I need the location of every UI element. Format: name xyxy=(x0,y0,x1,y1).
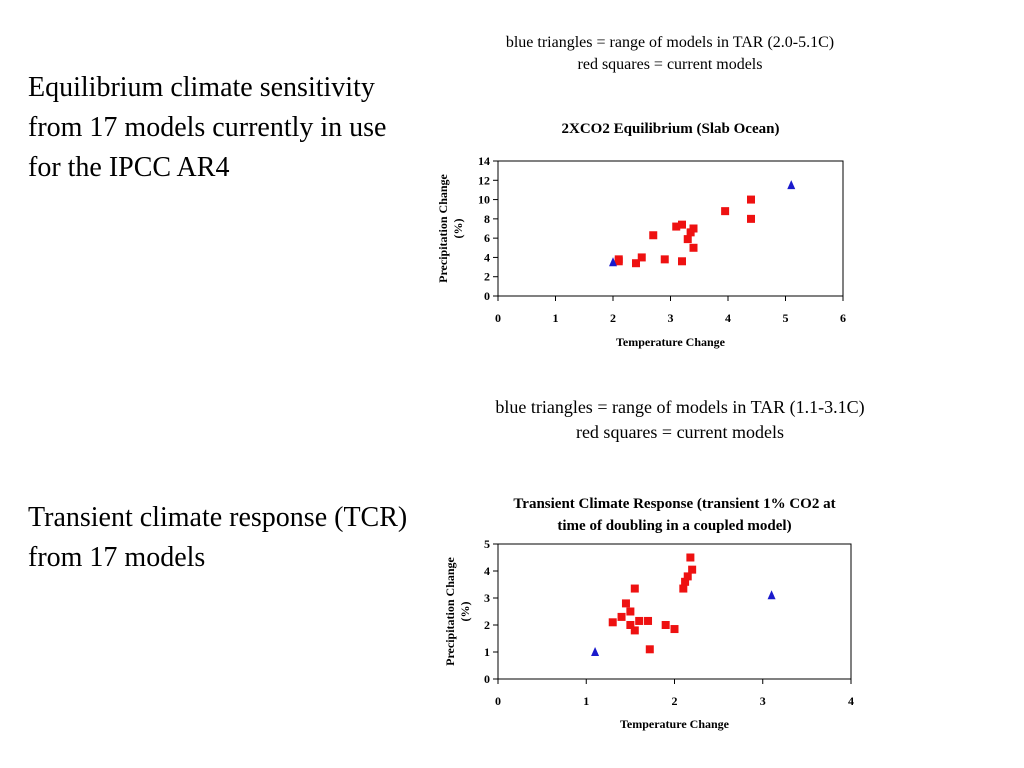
eq-red-square-point xyxy=(632,259,640,268)
eq-red-square-point xyxy=(689,224,698,233)
tcr-blue-triangle-point xyxy=(767,590,776,600)
tcr-chart-title-line-1: Transient Climate Response (transient 1%… xyxy=(513,496,835,512)
tcr-red-square-point xyxy=(630,584,639,593)
eq-red-square-point xyxy=(689,243,698,252)
eq-y-tick-label: 14 xyxy=(478,154,490,168)
tcr-y-tick-label: 0 xyxy=(484,672,490,686)
tcr-red-square-point xyxy=(630,626,639,635)
tcr-y-axis-label-line-1: Precipitation Change xyxy=(443,556,457,665)
chart-1-caption-line-1: blue triangles = range of models in TAR … xyxy=(505,34,835,51)
tcr-red-square-point xyxy=(661,621,670,629)
transient-response-text: Transient climate response (TCR) from 17… xyxy=(28,502,408,573)
eq-y-axis-label-line-2: (%) xyxy=(451,219,465,239)
tcr-plot-frame xyxy=(497,543,852,680)
tcr-y-tick-label: 3 xyxy=(484,591,490,605)
eq-y-tick-label: 6 xyxy=(484,231,490,245)
chart-2-caption: blue triangles = range of models in TAR … xyxy=(420,395,940,445)
tcr-red-square-point xyxy=(626,621,635,629)
tcr-y-tick-label: 1 xyxy=(484,645,490,659)
eq-y-tick-label: 0 xyxy=(484,289,490,303)
tcr-x-tick-label: 0 xyxy=(495,694,501,708)
tcr-x-tick-label: 4 xyxy=(848,694,854,708)
eq-red-square-point xyxy=(678,257,686,266)
eq-red-square-point xyxy=(683,235,692,244)
eq-blue-triangle-point xyxy=(787,180,796,190)
tcr-red-square-point xyxy=(626,607,635,616)
chart-2-caption-line-2: red squares = current models xyxy=(575,422,785,442)
eq-y-tick-label: 10 xyxy=(478,193,490,207)
eq-red-square-point xyxy=(721,207,730,216)
eq-x-tick-label: 1 xyxy=(553,311,559,325)
eq-x-tick-label: 2 xyxy=(610,311,616,325)
tcr-red-square-point xyxy=(686,553,695,562)
eq-x-tick-label: 5 xyxy=(783,311,789,325)
chart-1-caption-line-2: red squares = current models xyxy=(577,56,763,73)
tcr-x-tick-label: 3 xyxy=(760,694,766,708)
tcr-red-square-point xyxy=(645,645,654,654)
eq-x-tick-label: 6 xyxy=(840,311,846,325)
tcr-x-tick-label: 1 xyxy=(583,694,589,708)
tcr-y-tick-label: 2 xyxy=(484,618,490,632)
tcr-red-square-point xyxy=(681,577,690,586)
eq-red-square-point xyxy=(747,195,755,204)
eq-y-tick-label: 2 xyxy=(484,270,490,284)
eq-y-tick-label: 8 xyxy=(484,212,490,226)
tcr-chart-title-line-2: time of doubling in a coupled model) xyxy=(557,518,791,534)
eq-red-square-point xyxy=(678,220,686,229)
tcr-red-square-point xyxy=(635,616,644,625)
eq-x-tick-label: 4 xyxy=(725,311,731,325)
tcr-red-square-point xyxy=(608,618,617,627)
tcr-y-tick-label: 4 xyxy=(484,564,490,578)
eq-red-square-point xyxy=(614,257,623,266)
tcr-y-axis-label-line-2: (%) xyxy=(458,602,472,622)
tcr-y-tick-label: 5 xyxy=(484,537,490,551)
tcr-red-square-point xyxy=(670,625,679,634)
tcr-red-square-point xyxy=(688,565,697,574)
eq-x-axis-label: Temperature Change xyxy=(616,335,726,349)
tcr-x-axis-label: Temperature Change xyxy=(620,717,730,731)
eq-x-tick-label: 0 xyxy=(495,311,501,325)
tcr-red-square-point xyxy=(621,599,630,608)
chart-1-caption: blue triangles = range of models in TAR … xyxy=(440,32,900,76)
eq-red-square-point xyxy=(660,255,669,264)
tcr-red-square-point xyxy=(679,584,688,593)
eq-red-square-point xyxy=(747,214,755,223)
eq-blue-triangle-point xyxy=(609,257,617,267)
eq-x-tick-label: 3 xyxy=(668,311,674,325)
eq-y-tick-label: 12 xyxy=(478,173,490,187)
tcr-red-square-point xyxy=(617,612,626,621)
eq-y-tick-label: 4 xyxy=(484,250,490,264)
eq-red-square-point xyxy=(672,222,681,231)
tcr-y-axis-label: Precipitation Change (%) xyxy=(443,556,472,665)
eq-y-axis-label: Precipitation Change (%) xyxy=(436,173,465,282)
eq-y-axis-label-line-1: Precipitation Change xyxy=(436,173,450,282)
eq-red-square-point xyxy=(649,231,658,240)
equilibrium-sensitivity-text: Equilibrium climate sensitivity from 17 … xyxy=(28,72,387,183)
tcr-blue-triangle-point xyxy=(591,647,600,656)
tcr-x-tick-label: 2 xyxy=(672,694,678,708)
tcr-red-square-point xyxy=(683,572,692,581)
eq-red-square-point xyxy=(637,253,646,262)
eq-chart-title-line-1: 2XCO2 Equilibrium (Slab Ocean) xyxy=(562,121,780,137)
chart-2-caption-line-1: blue triangles = range of models in TAR … xyxy=(495,397,865,417)
tcr-red-square-point xyxy=(644,616,653,625)
